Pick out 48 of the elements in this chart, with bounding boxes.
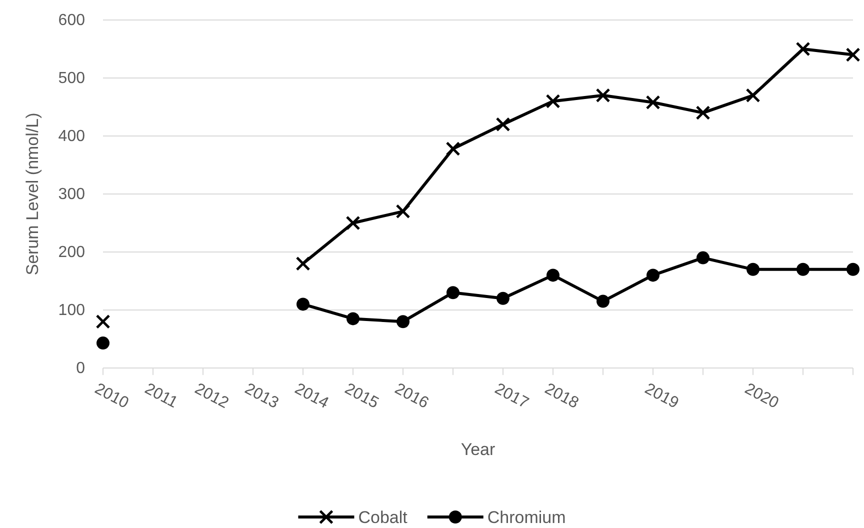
point — [796, 262, 810, 276]
point — [746, 88, 760, 103]
point — [846, 262, 860, 276]
legend-label: Cobalt — [358, 508, 408, 527]
point — [496, 292, 510, 305]
x-tick-label: 2013 — [242, 380, 282, 412]
y-tick-label: 300 — [58, 186, 86, 204]
point — [396, 204, 410, 219]
point — [96, 314, 110, 329]
y-tick-label: 500 — [58, 70, 86, 88]
x-tick-label: 2015 — [342, 380, 382, 412]
point — [96, 336, 110, 350]
x-tick-label: 2011 — [142, 380, 180, 412]
x-tick-label: 2010 — [92, 380, 132, 412]
y-axis-title: Serum Level (nmol/L) — [23, 112, 42, 276]
point — [596, 88, 610, 103]
point — [546, 268, 560, 282]
x-tick-label: 2018 — [542, 380, 582, 412]
point — [446, 286, 460, 300]
point — [696, 251, 710, 264]
y-tick-label: 200 — [58, 244, 86, 262]
y-tick-label: 100 — [58, 302, 86, 320]
x-tick-label: 2019 — [642, 380, 682, 412]
point — [646, 268, 660, 282]
point — [596, 294, 610, 308]
point — [696, 106, 710, 120]
y-tick-label: 600 — [58, 12, 86, 30]
x-tick-label: 2012 — [192, 380, 232, 412]
point — [346, 312, 360, 326]
x-axis-title: Year — [460, 440, 496, 459]
x-tick-label: 2016 — [392, 380, 432, 412]
point — [846, 48, 860, 62]
x-tick-label: 2020 — [742, 380, 782, 412]
point — [396, 315, 410, 328]
point — [296, 256, 310, 271]
x-tick-label: 2017 — [492, 380, 532, 412]
legend-label: Chromium — [487, 508, 566, 527]
point — [796, 42, 810, 56]
point — [646, 95, 660, 110]
y-tick-label: 400 — [58, 128, 86, 146]
point — [346, 216, 360, 230]
point — [496, 117, 510, 132]
x-tick-label: 2014 — [292, 380, 332, 412]
y-tick-label: 0 — [76, 360, 86, 378]
point — [746, 262, 760, 276]
point — [296, 298, 310, 311]
point — [546, 94, 560, 108]
point — [446, 142, 460, 156]
